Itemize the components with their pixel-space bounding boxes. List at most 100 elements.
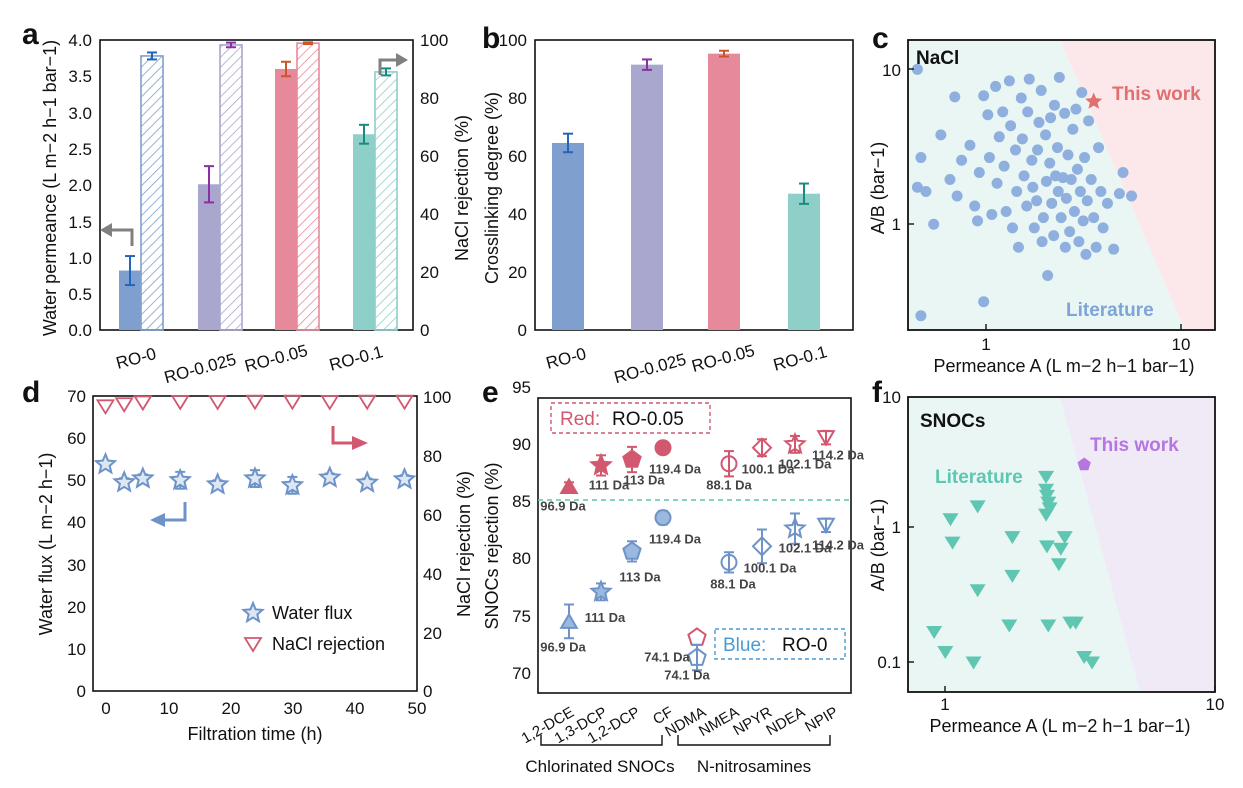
f-literature-point: [944, 536, 961, 550]
a-y2label: NaCl rejection (%): [452, 115, 472, 261]
panel-e-y-ticks: 70 75 80 85 90 95: [512, 378, 531, 683]
d-flux-point: [168, 467, 193, 491]
f-literature-point: [937, 646, 954, 660]
c-literature-point: [1081, 195, 1093, 207]
f-literature-point: [1038, 508, 1055, 522]
c-literature-point: [1080, 248, 1092, 260]
c-literature-point: [1079, 152, 1091, 164]
d-ytick: 60: [67, 429, 86, 448]
f-literature-point: [965, 656, 982, 670]
c-ylabel: A/B (bar−1): [868, 142, 888, 235]
c-ytick: 1: [892, 215, 901, 234]
a-permeance-bar: [275, 69, 297, 330]
c-literature-point: [1067, 123, 1079, 135]
e-red-legend-tag: Red:: [560, 409, 600, 430]
f-this-work-label: This work: [1090, 435, 1179, 456]
b-ytick: 60: [508, 147, 527, 166]
panel-d-x-ticks: 0 10 20 30 40 50: [101, 699, 426, 718]
c-literature-point: [1057, 172, 1069, 184]
d-rejection-point: [208, 394, 228, 411]
c-literature-point: [911, 181, 923, 193]
c-literature-point: [1064, 226, 1076, 238]
c-literature-point: [1026, 154, 1038, 166]
e-blue-point: [559, 612, 579, 629]
d-xtick: 20: [222, 699, 241, 718]
a-ytick: 0.0: [68, 321, 92, 340]
panel-label-b: b: [482, 22, 500, 55]
c-literature-point: [1016, 133, 1028, 145]
c-literature-point: [1059, 107, 1071, 119]
e-red-mw-label: 102.1 Da: [779, 456, 833, 471]
d-legend-flux-label: Water flux: [272, 603, 352, 623]
c-literature-point: [1113, 188, 1125, 200]
panel-f-frame: [907, 396, 1216, 693]
e-group-nitrosamines: N-nitrosamines: [697, 757, 811, 776]
c-literature-point: [1000, 206, 1012, 218]
c-literature-point: [1051, 142, 1063, 154]
a-permeance-bar: [353, 134, 375, 330]
e-blue-legend-box: [714, 628, 846, 660]
d-legend: Water flux NaCl rejection: [241, 600, 385, 654]
f-xtick: 1: [940, 695, 949, 714]
c-title: NaCl: [916, 48, 959, 69]
f-literature-point: [1067, 616, 1084, 630]
c-literature-point: [1068, 206, 1080, 218]
panel-a-marks: [119, 41, 398, 331]
d-rejection-point: [170, 394, 190, 411]
d-legend-rejection-symbol: [243, 637, 263, 653]
c-literature-point: [986, 209, 998, 221]
c-literature-point: [1052, 185, 1064, 197]
e-red-point: [589, 452, 613, 476]
panel-label-f: f: [872, 376, 883, 409]
a-rejection-bar: [140, 55, 164, 331]
e-ytick: 95: [512, 378, 531, 397]
d-flux-point: [130, 465, 155, 489]
e-red-legend-name: RO-0.05: [612, 409, 684, 430]
a-y2tick: 40: [420, 205, 439, 224]
f-this-work-point: [1077, 457, 1091, 471]
d-y2label: NaCl rejection (%): [454, 471, 474, 617]
e-group-bracket-chlorinated: [540, 735, 663, 746]
f-literature-point: [1056, 531, 1073, 545]
e-blue-mw-label: 96.9 Da: [540, 639, 586, 654]
e-blue-point: [751, 535, 773, 557]
right-axis-arrow-head: [396, 53, 408, 67]
d-right-arrow-head: [352, 436, 368, 450]
e-red-mw-label: 96.9 Da: [540, 499, 586, 514]
a-rejection-bar: [374, 71, 398, 331]
c-literature-point: [1036, 236, 1048, 248]
a-ytick: 4.0: [68, 31, 92, 50]
c-literature-point: [1040, 175, 1052, 187]
b-crosslinking-bar: [708, 53, 740, 330]
c-literature-point: [928, 218, 940, 230]
f-literature-point: [1052, 542, 1069, 556]
e-ytick: 85: [512, 492, 531, 511]
c-literature-point: [949, 91, 961, 103]
e-red-mw-label: 114.2 Da: [812, 448, 865, 463]
d-rejection-point: [133, 395, 153, 412]
b-xtick: RO-0.025: [612, 350, 688, 387]
c-literature-point: [1083, 115, 1095, 127]
c-xtick: 1: [981, 335, 990, 354]
c-literature-point: [1097, 222, 1109, 234]
f-ytick: 1: [892, 518, 901, 537]
f-ytick: 0.1: [877, 653, 901, 672]
f-literature-label: Literature: [935, 467, 1023, 488]
f-literature-point: [1001, 619, 1018, 633]
c-literature-point: [1042, 270, 1054, 282]
f-literature-point: [1076, 651, 1093, 665]
e-xtick: NPIP: [802, 704, 841, 736]
e-blue-point: [687, 647, 707, 666]
c-literature-point: [1048, 99, 1060, 111]
c-literature-point: [1015, 92, 1027, 104]
c-literature-point: [1003, 75, 1015, 87]
panel-a-y-ticks: 0.0 0.5 1.0 1.5 2.0 2.5 3.0 3.5 4.0: [68, 31, 92, 340]
c-literature-point: [1037, 212, 1049, 224]
d-ylabel: Water flux (L m−2 h−1): [36, 453, 56, 636]
panel-e-x-ticks: 1,2-DCE 1,3-DCP 1,2-DCP CF NDMA NMEA NPY…: [519, 704, 841, 748]
d-xtick: 50: [408, 699, 427, 718]
d-y2tick: 40: [423, 565, 442, 584]
d-ytick: 10: [67, 640, 86, 659]
c-literature-point: [973, 166, 985, 178]
